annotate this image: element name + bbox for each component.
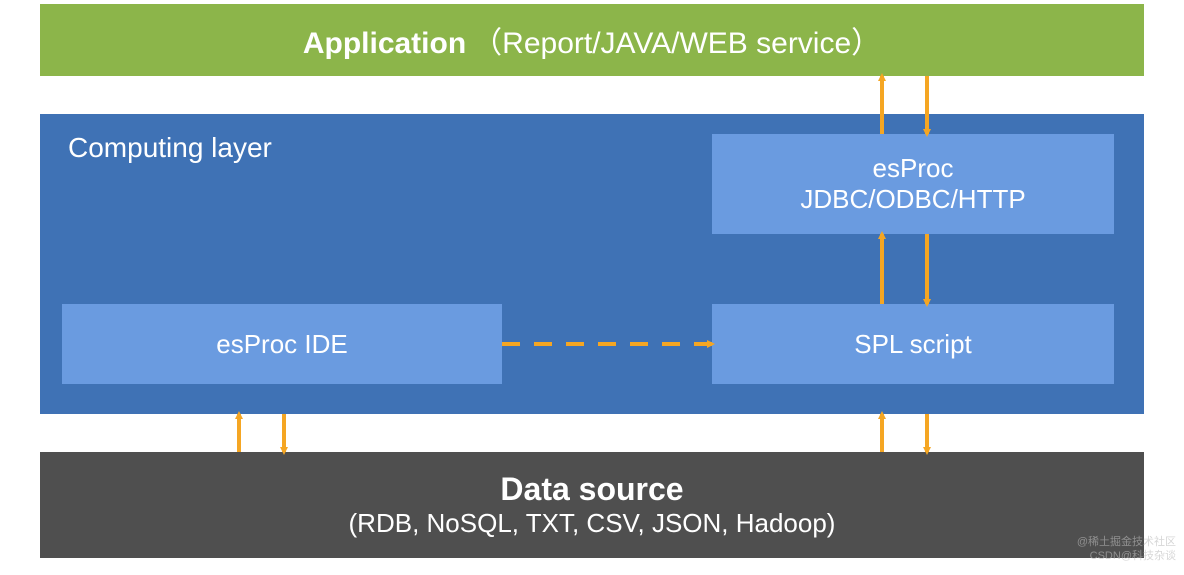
computing-layer: Computing layer esProc IDE esProc JDBC/O… [40, 114, 1144, 414]
esproc-ide-label: esProc IDE [216, 329, 348, 360]
watermark-2: CSDN@科技杂谈 [1090, 547, 1176, 563]
data-source-subtitle: (RDB, NoSQL, TXT, CSV, JSON, Hadoop) [349, 508, 836, 539]
application-title-rest: （Report/JAVA/WEB service） [472, 18, 881, 62]
application-title-strong: Application [303, 27, 466, 61]
esproc-ide-box: esProc IDE [62, 304, 502, 384]
data-source-title: Data source [500, 471, 683, 508]
esproc-jdbc-line1: esProc [873, 153, 954, 184]
spl-script-label: SPL script [854, 329, 972, 360]
spl-script-box: SPL script [712, 304, 1114, 384]
architecture-diagram: Application （Report/JAVA/WEB service） Co… [40, 4, 1144, 564]
esproc-jdbc-box: esProc JDBC/ODBC/HTTP [712, 134, 1114, 234]
data-source-layer: Data source (RDB, NoSQL, TXT, CSV, JSON,… [40, 452, 1144, 558]
application-title: Application （Report/JAVA/WEB service） [303, 18, 881, 62]
esproc-jdbc-line2: JDBC/ODBC/HTTP [800, 184, 1025, 215]
computing-layer-label: Computing layer [68, 132, 272, 164]
application-layer: Application （Report/JAVA/WEB service） [40, 4, 1144, 76]
